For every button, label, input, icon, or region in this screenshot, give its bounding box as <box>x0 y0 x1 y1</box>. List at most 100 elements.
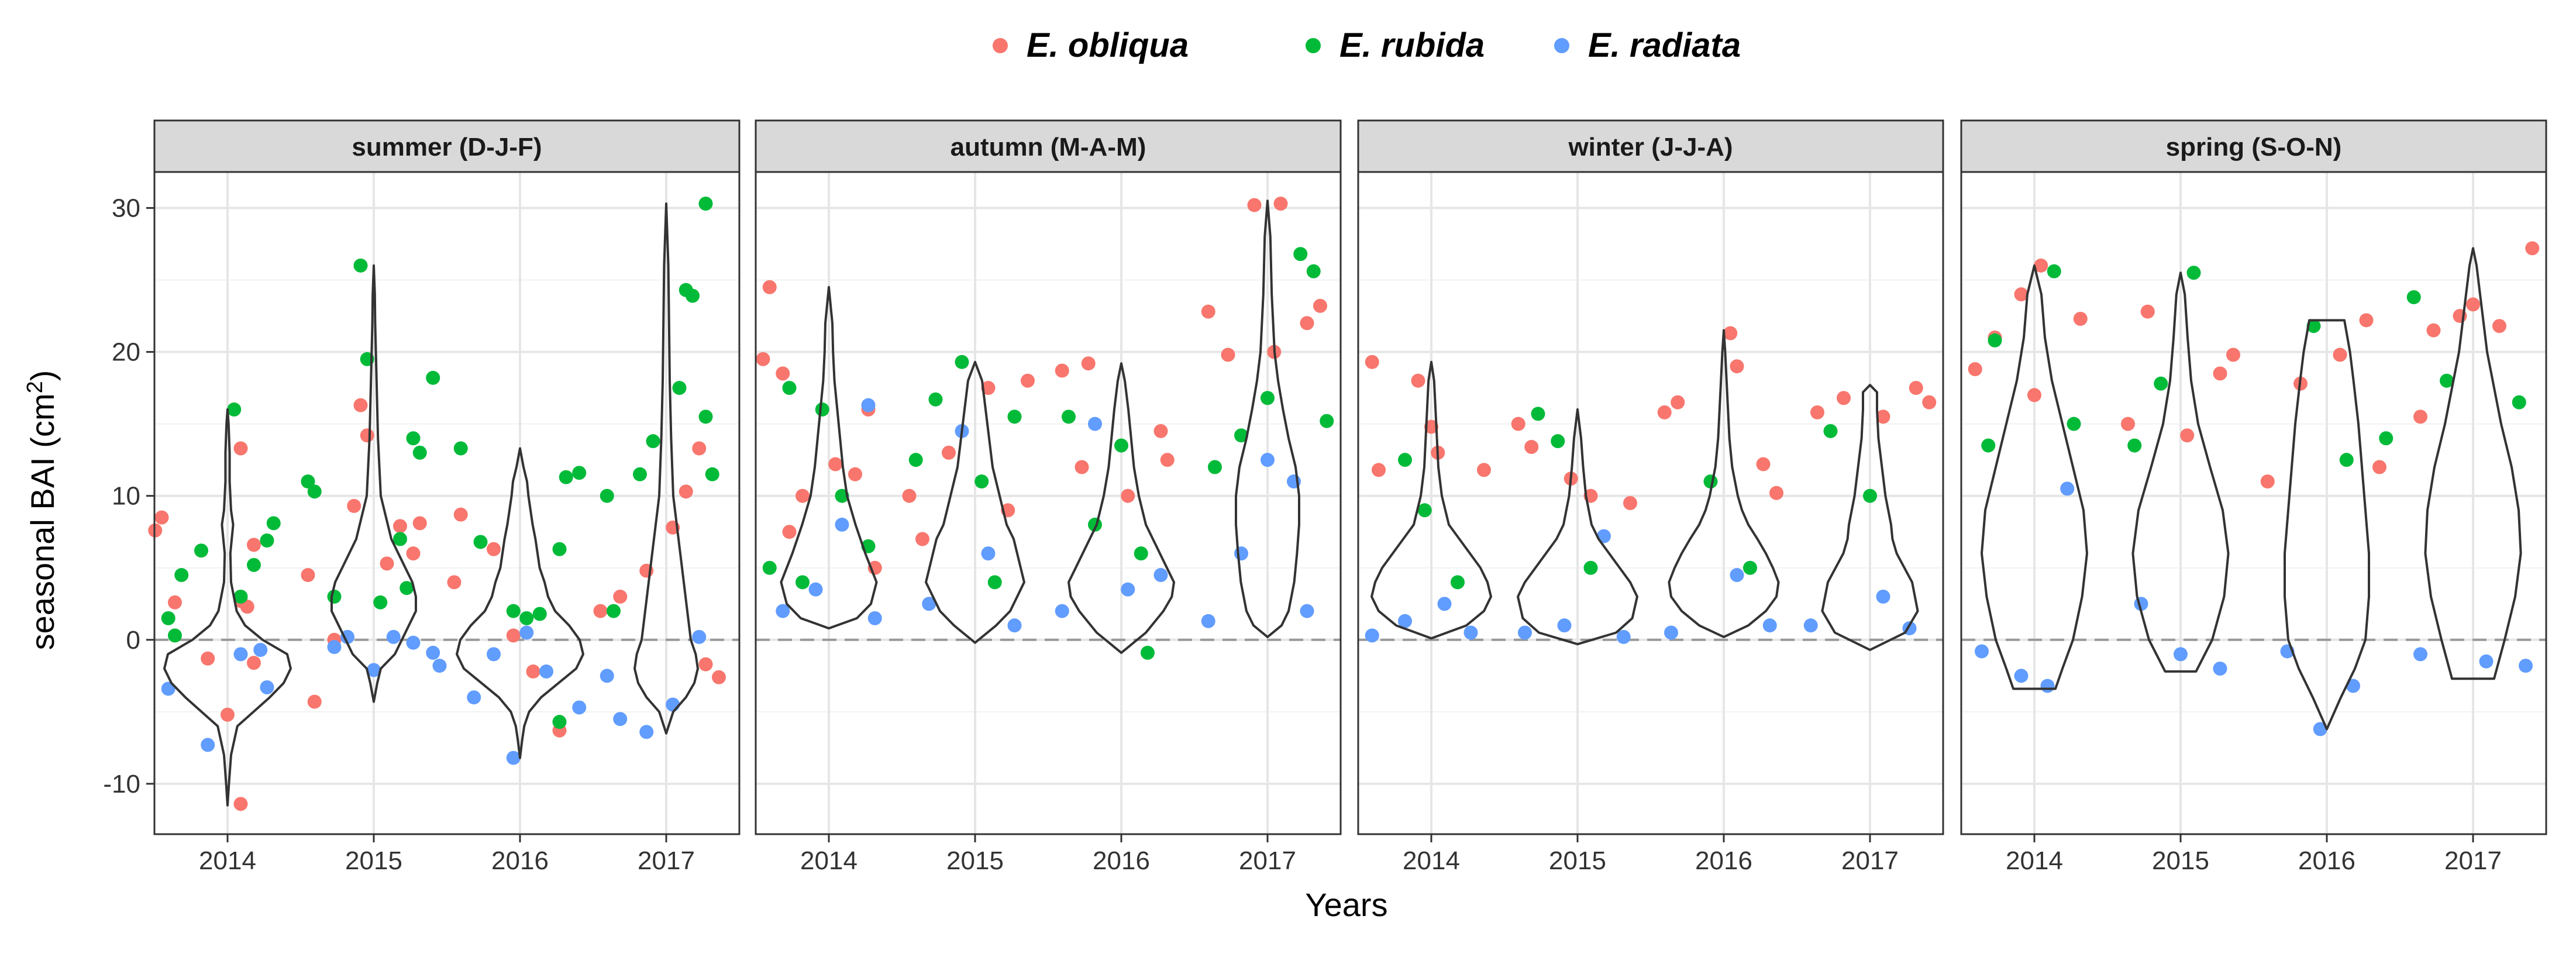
data-point <box>1134 546 1148 561</box>
data-point <box>447 575 462 590</box>
x-tick-label: 2015 <box>2152 846 2209 875</box>
x-tick-label: 2014 <box>199 846 256 875</box>
legend-swatch <box>1554 38 1569 53</box>
data-point <box>2492 319 2506 333</box>
data-point <box>974 474 989 489</box>
data-point <box>1922 395 1937 409</box>
violin-outline <box>330 264 417 703</box>
data-point <box>301 474 315 489</box>
data-point <box>782 381 797 395</box>
facet-panel: winter (J-J-A) 2014 2015 2016 2017 <box>1357 119 1944 875</box>
facet-label: summer (D-J-F) <box>352 133 542 161</box>
x-axis-title: Years <box>1305 886 1387 923</box>
data-point <box>639 725 654 739</box>
data-point <box>1583 560 1598 575</box>
data-point <box>2047 264 2061 278</box>
data-point <box>1234 546 1248 561</box>
data-point <box>2213 662 2227 676</box>
data-point <box>762 560 777 575</box>
data-point <box>1273 197 1288 211</box>
data-point <box>406 635 421 650</box>
data-point <box>301 568 315 583</box>
data-point <box>1153 568 1168 583</box>
data-point <box>2014 669 2029 683</box>
data-point <box>698 657 713 672</box>
data-point <box>2213 366 2227 381</box>
data-point <box>572 700 587 715</box>
violin-outline <box>2284 319 2370 731</box>
data-point <box>2260 474 2275 489</box>
facet-strip <box>1960 119 2547 173</box>
data-point <box>1062 409 1076 424</box>
data-point <box>2339 453 2354 467</box>
data-point <box>519 625 534 640</box>
data-point <box>400 581 414 595</box>
facet-label: spring (S-O-N) <box>2166 133 2342 161</box>
data-point <box>1201 614 1215 628</box>
data-point <box>1201 304 1215 319</box>
data-point <box>1320 414 1334 428</box>
data-point <box>795 575 810 590</box>
data-point <box>928 392 943 407</box>
facet-panel: autumn (M-A-M) 2014 2015 2016 2017 <box>755 119 1342 875</box>
y-tick-label: 20 <box>112 338 140 367</box>
data-point <box>380 556 394 571</box>
y-tick-label: -10 <box>103 770 140 798</box>
data-point <box>386 629 401 644</box>
data-point <box>327 640 342 655</box>
data-point <box>154 510 169 525</box>
data-point <box>2014 287 2029 302</box>
data-point <box>467 690 481 705</box>
panel-border <box>1960 171 2547 835</box>
data-point <box>201 738 215 752</box>
data-point <box>1437 597 1452 611</box>
data-point <box>607 604 621 618</box>
data-point <box>221 707 235 722</box>
data-point <box>393 532 407 546</box>
data-point <box>506 628 521 643</box>
x-tick-label: 2016 <box>1093 846 1150 875</box>
legend-item: E. rubida <box>1306 26 1485 64</box>
y-tick-label: 10 <box>112 482 140 511</box>
data-point <box>922 597 936 611</box>
x-tick-label: 2017 <box>1841 846 1899 875</box>
panel-background <box>756 172 1341 834</box>
data-point <box>487 542 501 556</box>
violin-outline <box>1370 360 1492 640</box>
facet-label: winter (J-J-A) <box>1568 133 1733 161</box>
data-point <box>692 629 707 644</box>
data-point <box>762 280 777 294</box>
x-tick-label: 2014 <box>800 846 857 875</box>
data-point <box>613 589 628 604</box>
data-point <box>2379 431 2394 446</box>
x-tick-label: 2017 <box>638 846 695 875</box>
data-point <box>2027 388 2041 402</box>
data-point <box>247 656 261 670</box>
data-point <box>1876 589 1890 604</box>
data-point <box>2180 428 2195 443</box>
data-point <box>1518 625 1532 640</box>
data-point <box>600 669 614 683</box>
data-point <box>692 441 707 456</box>
violin-outline <box>456 447 584 759</box>
data-point <box>1121 582 1135 597</box>
data-point <box>161 611 175 625</box>
data-point <box>1261 453 1275 467</box>
y-tick-label: 30 <box>112 194 140 223</box>
data-point <box>426 370 440 385</box>
legend-item: E. radiata <box>1554 26 1741 64</box>
data-point <box>1075 460 1089 474</box>
data-point <box>902 488 917 503</box>
data-point <box>1769 486 1783 500</box>
facet-panel: summer (D-J-F) 2014 2015 2016 2017 <box>148 119 741 875</box>
data-point <box>1114 438 1128 453</box>
data-point <box>646 434 660 449</box>
data-point <box>848 467 862 481</box>
panel-border <box>153 171 741 835</box>
panel-background <box>1961 172 2546 834</box>
data-point <box>666 697 680 712</box>
data-point <box>2226 347 2240 362</box>
panel-background <box>1358 172 1943 834</box>
data-point <box>519 611 534 625</box>
data-point <box>1300 604 1314 618</box>
